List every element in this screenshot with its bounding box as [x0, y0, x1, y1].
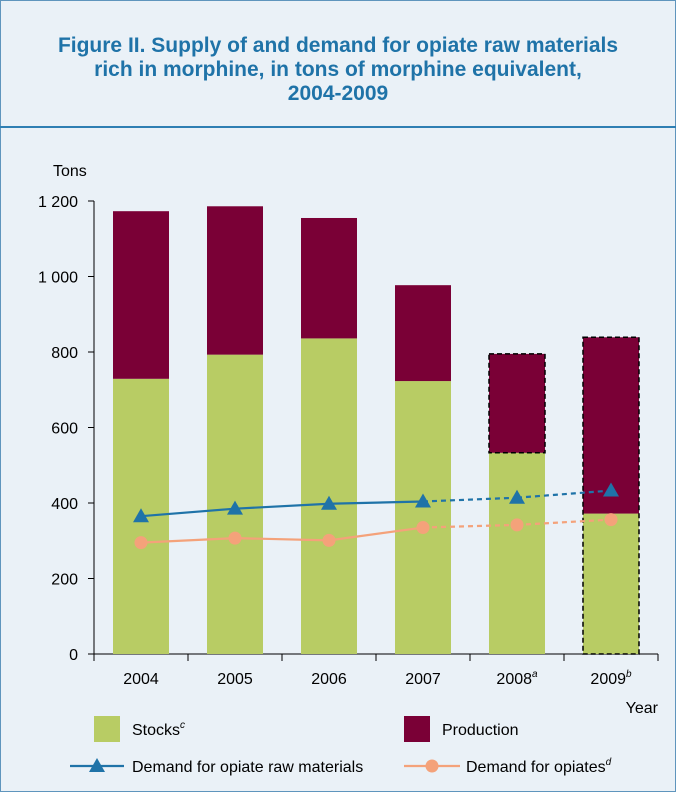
- marker-demand-opiates: [322, 533, 336, 547]
- legend-label-production: Production: [442, 722, 519, 739]
- line-demand-opiates-segment: [140, 537, 236, 544]
- bar-estimate-outline: [488, 353, 546, 454]
- marker-demand-opiates: [510, 518, 524, 532]
- marker-demand-raw: [509, 489, 525, 504]
- line-demand-raw-segment: [140, 507, 236, 518]
- y-tick-label: 400: [51, 496, 78, 513]
- line-demand-raw-segment: [516, 489, 612, 499]
- x-tick-label: 2009b: [590, 669, 632, 688]
- marker-demand-opiates: [604, 513, 618, 527]
- line-demand-opiates-segment: [516, 518, 612, 526]
- legend-marker-demand-opiates: [425, 759, 439, 773]
- y-axis-label: Tons: [53, 163, 87, 180]
- title-divider: [0, 126, 676, 128]
- legend-label-demand-raw: Demand for opiate raw materials: [132, 759, 363, 776]
- x-tick-label: 2007: [405, 671, 441, 688]
- marker-demand-raw: [133, 508, 149, 523]
- y-tick-label: 0: [69, 647, 78, 664]
- bar-stocks: [489, 452, 545, 654]
- bar-production: [489, 353, 545, 453]
- line-demand-opiates-segment: [422, 523, 518, 529]
- y-tick-label: 600: [51, 421, 78, 438]
- y-tick-label: 200: [51, 572, 78, 589]
- marker-demand-raw: [227, 500, 243, 515]
- line-demand-raw-segment: [422, 496, 518, 503]
- bar-estimate-outline: [582, 336, 640, 655]
- y-tick-label: 1 000: [38, 270, 78, 287]
- marker-demand-raw: [603, 482, 619, 497]
- title-line-2: rich in morphine, in tons of morphine eq…: [94, 58, 582, 81]
- legend-swatch-stocks: [94, 716, 120, 742]
- x-tick-label: 2004: [123, 671, 159, 688]
- marker-demand-opiates: [228, 531, 242, 545]
- bar-production: [113, 211, 169, 379]
- bar-production: [301, 217, 357, 339]
- marker-demand-opiates: [134, 536, 148, 550]
- bar-production: [395, 285, 451, 382]
- bar-stocks: [583, 513, 639, 654]
- marker-demand-opiates: [416, 521, 430, 535]
- title-line-1: Figure II. Supply of and demand for opia…: [57, 34, 619, 57]
- line-demand-raw-segment: [234, 502, 330, 510]
- x-tick-label: 2005: [217, 671, 253, 688]
- title-line-3: 2004-2009: [287, 82, 389, 105]
- legend-swatch-production: [404, 716, 430, 742]
- figure-title: Figure II. Supply of and demand for opia…: [20, 34, 656, 106]
- y-tick-label: 800: [51, 345, 78, 362]
- bar-stocks: [395, 381, 451, 654]
- x-tick-label: 2006: [311, 671, 347, 688]
- legend-label-demand-opiates: Demand for opiatesd: [466, 757, 612, 776]
- marker-demand-raw: [321, 495, 337, 510]
- marker-demand-raw: [415, 493, 431, 508]
- legend-label-stocks: Stocksc: [132, 720, 185, 739]
- legend-marker-demand-raw: [89, 758, 105, 772]
- y-tick-label: 1 200: [38, 194, 78, 211]
- x-tick-label: 2008a: [496, 669, 538, 688]
- line-demand-raw-segment: [328, 500, 424, 505]
- line-demand-opiates-segment: [234, 537, 330, 542]
- line-demand-opiates-segment: [328, 526, 424, 542]
- x-axis-label: Year: [626, 700, 659, 717]
- bar-production: [207, 206, 263, 355]
